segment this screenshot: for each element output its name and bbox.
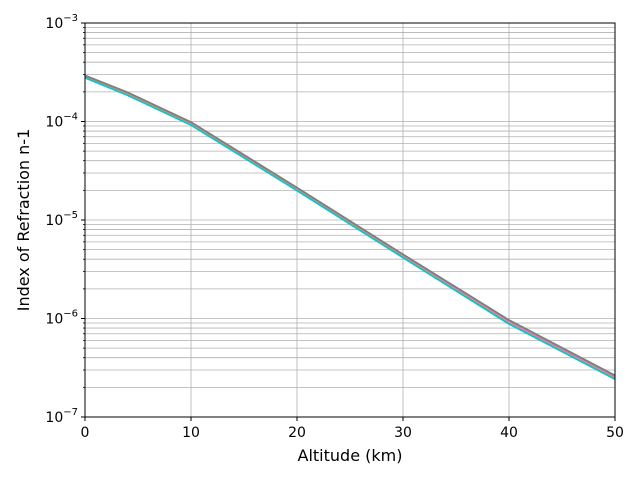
x-tick-label: 20 <box>288 425 306 441</box>
grid <box>84 22 616 418</box>
x-tick-label: 30 <box>394 425 412 441</box>
x-axis-label: Altitude (km) <box>298 446 403 465</box>
y-tick-label: 10−5 <box>45 210 78 229</box>
y-axis-label: Index of Refraction n-1 <box>14 129 33 312</box>
x-tick-label: 40 <box>500 425 518 441</box>
series-line-7 <box>84 75 616 379</box>
y-tick-label: 10−3 <box>45 13 78 32</box>
series-line-10 <box>84 76 616 380</box>
series-line-8 <box>84 74 616 377</box>
x-tick-label: 0 <box>81 425 90 441</box>
x-axis: 0 10 20 30 40 50 <box>81 417 624 441</box>
x-tick-label: 10 <box>182 425 200 441</box>
y-tick-label: 10−7 <box>45 407 78 426</box>
x-tick-label: 50 <box>606 425 624 441</box>
y-tick-label: 10−4 <box>45 112 78 131</box>
series-lines <box>84 74 616 380</box>
y-axis: 10−7 10−6 10−5 10−4 10−3 <box>45 13 85 426</box>
y-tick-label: 10−6 <box>45 309 78 328</box>
